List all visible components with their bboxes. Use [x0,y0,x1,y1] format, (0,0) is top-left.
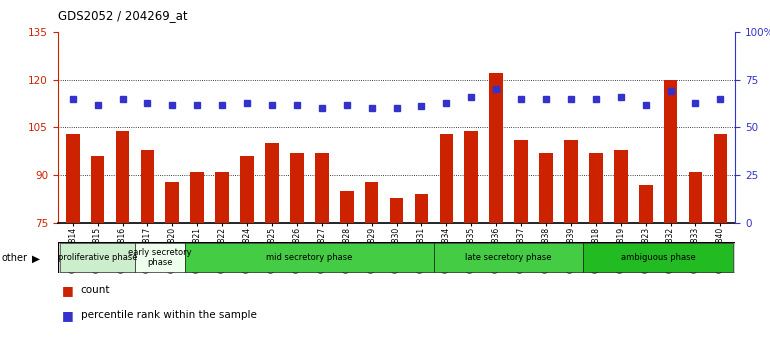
Text: ambiguous phase: ambiguous phase [621,253,695,262]
Text: GDS2052 / 204269_at: GDS2052 / 204269_at [58,9,187,22]
Text: ■: ■ [62,284,73,297]
Bar [141,150,154,223]
Text: proliferative phase: proliferative phase [58,253,137,262]
Bar [414,194,428,223]
Bar [66,134,79,223]
Bar [639,185,652,223]
Text: late secretory phase: late secretory phase [465,253,552,262]
Bar [290,153,303,223]
Bar [564,140,578,223]
Bar [265,143,279,223]
Bar [190,172,204,223]
Bar [614,150,628,223]
Bar [365,182,379,223]
Bar [514,140,528,223]
Text: ■: ■ [62,309,73,321]
Bar [664,80,678,223]
FancyBboxPatch shape [584,243,733,272]
FancyBboxPatch shape [60,243,135,272]
FancyBboxPatch shape [434,243,584,272]
Bar [216,172,229,223]
Bar [315,153,329,223]
Bar [440,134,454,223]
FancyBboxPatch shape [135,243,185,272]
Bar [116,131,129,223]
FancyBboxPatch shape [185,243,434,272]
Text: other: other [2,253,28,263]
Bar [464,131,478,223]
Bar [240,156,254,223]
Bar [714,134,727,223]
Bar [589,153,603,223]
Bar [166,182,179,223]
Text: early secretory
phase: early secretory phase [128,248,192,267]
Text: count: count [81,285,110,295]
Bar [390,198,403,223]
Bar [539,153,553,223]
Bar [91,156,105,223]
Bar [490,73,503,223]
Text: percentile rank within the sample: percentile rank within the sample [81,310,256,320]
Text: ▶: ▶ [32,253,40,263]
Bar [340,191,353,223]
Bar [688,172,702,223]
Text: mid secretory phase: mid secretory phase [266,253,353,262]
